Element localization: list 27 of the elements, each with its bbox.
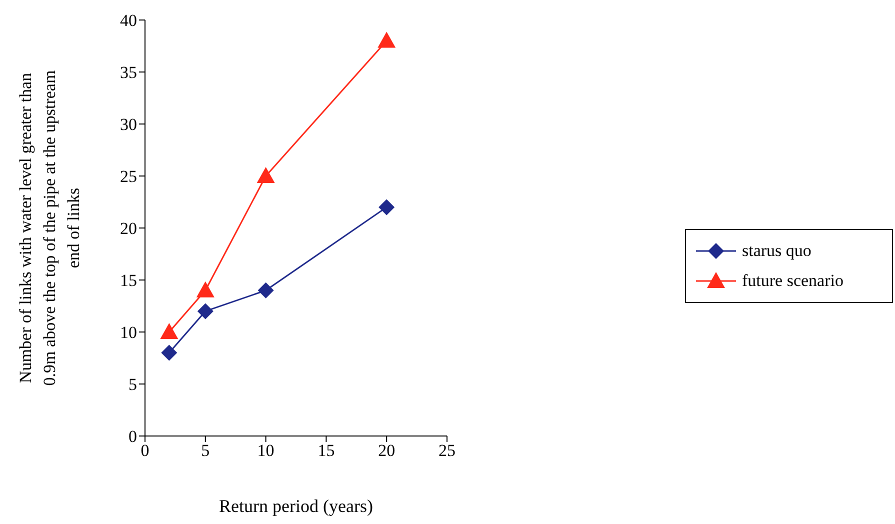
point	[258, 282, 274, 298]
x-tick-label: 10	[257, 441, 274, 460]
y-tick-label: 15	[120, 271, 137, 290]
x-axis-title: Return period (years)	[219, 496, 373, 516]
x-tick-label: 5	[201, 441, 210, 460]
point	[378, 199, 395, 216]
legend-label: starus quo	[742, 241, 812, 261]
y-tick-label: 40	[120, 11, 137, 30]
point	[378, 32, 396, 48]
x-tick-label: 15	[318, 441, 335, 460]
y-tick-label: 30	[120, 115, 137, 134]
point	[196, 281, 214, 298]
y-tick-label: 25	[120, 167, 137, 186]
y-tick-label: 0	[128, 427, 137, 446]
y-tick-label: 20	[120, 219, 137, 238]
y-tick-label: 10	[120, 323, 137, 342]
legend-label: future scenario	[742, 271, 844, 291]
y-axis-title: Number of links with water level greater than 0.9m above the top of the pipe at the upstream end of links	[15, 68, 84, 388]
x-tick-label: 20	[378, 441, 396, 460]
point	[197, 303, 214, 320]
point	[160, 323, 178, 339]
x-tick-label: 25	[438, 441, 456, 460]
y-tick-label: 5	[128, 375, 137, 394]
point	[161, 344, 178, 361]
point	[256, 167, 275, 183]
x-tick-label: 0	[140, 441, 150, 460]
y-tick-label: 35	[120, 63, 137, 82]
